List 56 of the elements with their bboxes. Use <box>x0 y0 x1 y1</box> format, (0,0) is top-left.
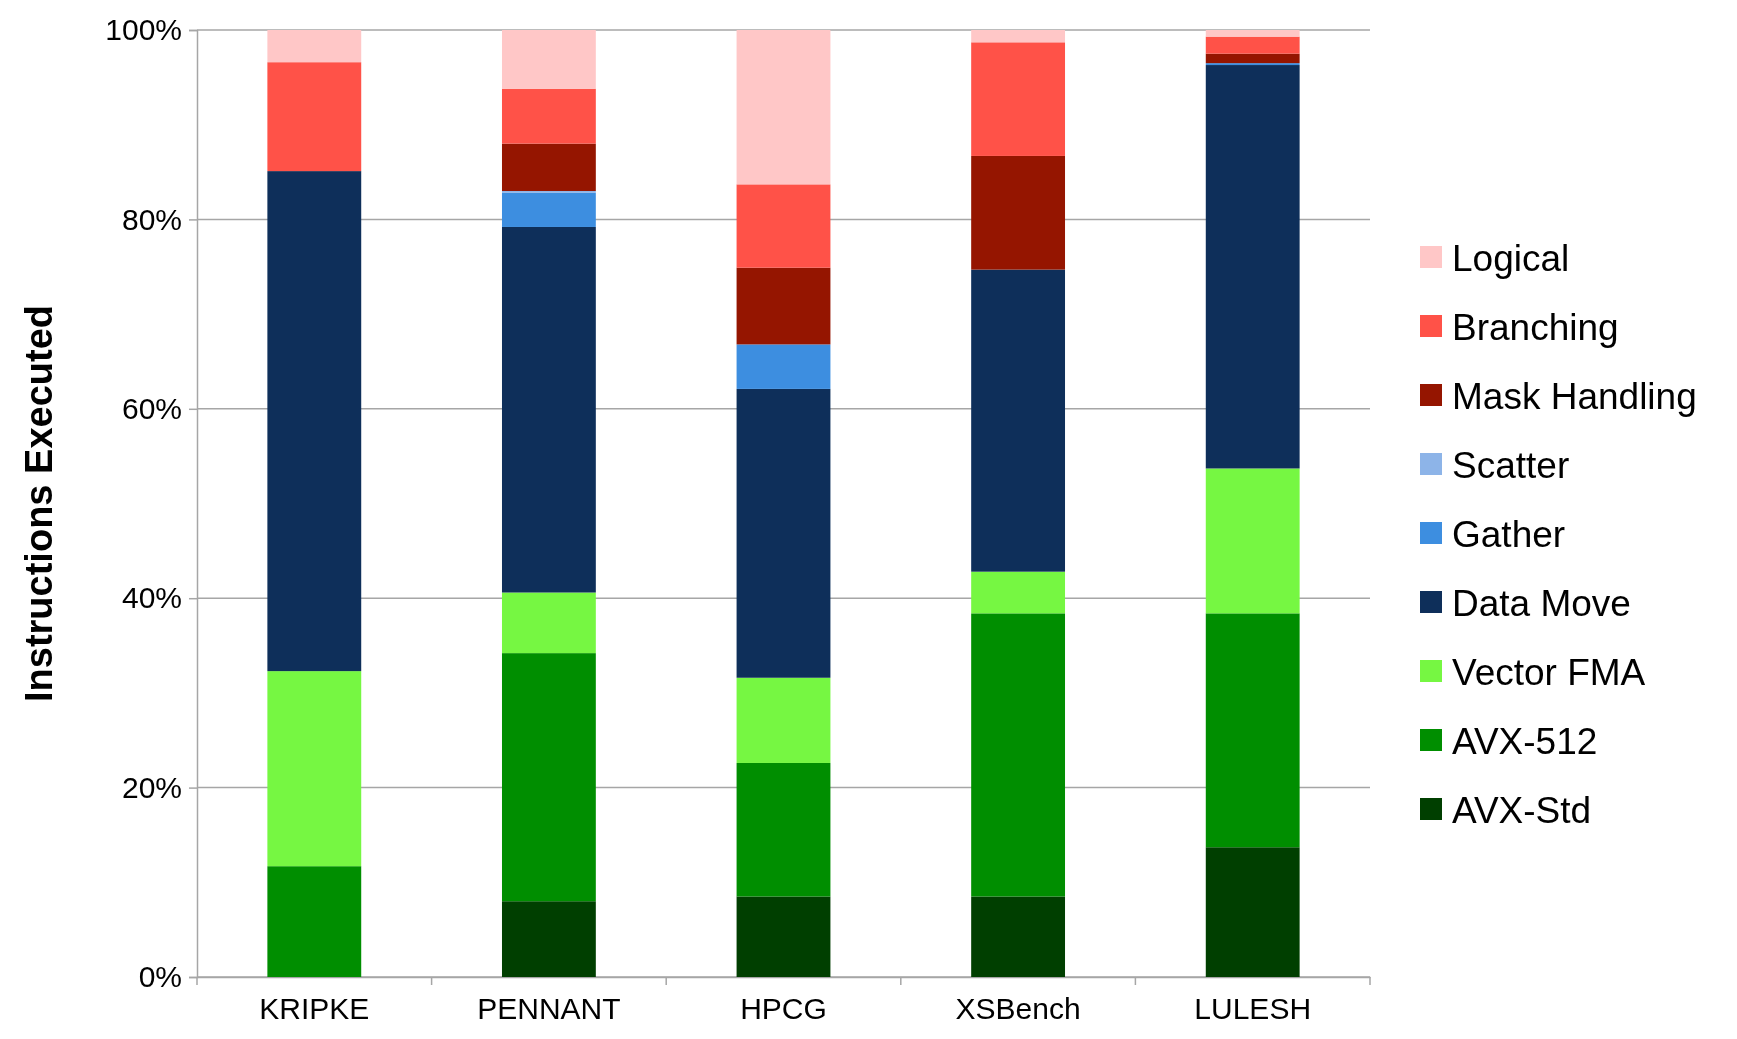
legend-label: AVX-512 <box>1452 720 1598 762</box>
x-tick-label: LULESH <box>1194 992 1312 1025</box>
bar <box>501 143 596 191</box>
legend-label: Mask Handling <box>1452 375 1697 417</box>
x-tick-label: HPCG <box>740 992 827 1025</box>
bar <box>267 671 362 867</box>
bar <box>736 388 831 678</box>
y-tick-label: 80% <box>121 202 182 236</box>
bar <box>1205 36 1300 54</box>
y-tick-label: 0% <box>138 960 182 994</box>
x-tick-label: XSBench <box>955 992 1081 1025</box>
bar <box>501 901 596 977</box>
bar <box>267 866 362 977</box>
x-tick-label: KRIPKE <box>259 992 370 1025</box>
legend-label: Vector FMA <box>1452 651 1646 693</box>
bar <box>267 30 362 63</box>
bar <box>736 677 831 763</box>
bar <box>1205 468 1300 614</box>
legend-label: Data Move <box>1452 582 1631 624</box>
bar <box>1205 847 1300 977</box>
legend-label: AVX-Std <box>1452 789 1592 831</box>
bar <box>971 30 1066 43</box>
y-tick-label: 60% <box>121 391 182 425</box>
y-tick-label: 100% <box>105 13 182 47</box>
bar <box>501 30 596 89</box>
bar <box>1205 65 1300 469</box>
bar <box>736 762 831 897</box>
bar <box>736 184 831 268</box>
bar <box>1205 30 1300 37</box>
y-axis-title: Instructions Executed <box>18 305 60 702</box>
legend-label: Logical <box>1452 237 1570 279</box>
legend-label: Branching <box>1452 306 1619 348</box>
bar <box>267 171 362 672</box>
x-tick-label: PENNANT <box>477 992 621 1025</box>
y-tick-label: 20% <box>121 770 182 804</box>
bar <box>971 155 1066 270</box>
bar <box>501 192 596 227</box>
bar <box>267 62 362 172</box>
bar <box>736 267 831 345</box>
bar <box>736 30 831 185</box>
bar <box>971 613 1066 897</box>
bar <box>501 653 596 902</box>
legend-label: Gather <box>1452 513 1566 555</box>
legend-label: Scatter <box>1452 444 1570 486</box>
bar <box>971 269 1066 572</box>
bar <box>971 896 1066 977</box>
bar <box>501 88 596 144</box>
bar <box>1205 53 1300 64</box>
bar <box>736 896 831 977</box>
bar <box>1205 613 1300 848</box>
bar <box>501 226 596 593</box>
bar <box>971 42 1066 156</box>
bar <box>736 344 831 389</box>
y-tick-label: 40% <box>121 581 182 615</box>
bar <box>971 571 1066 614</box>
bar <box>501 592 596 654</box>
